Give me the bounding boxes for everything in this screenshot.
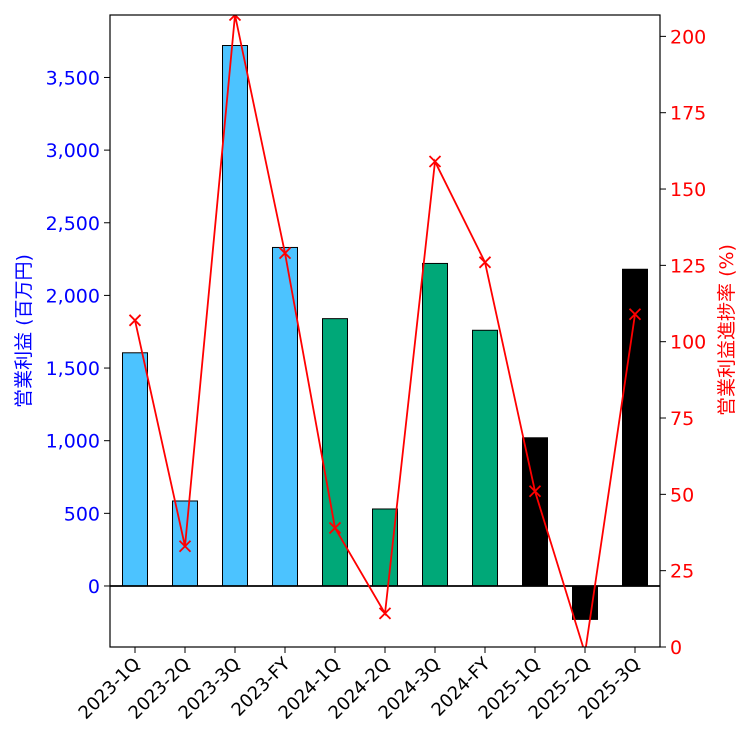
right-tick-label: 75 bbox=[670, 408, 694, 430]
left-tick-label: 1,000 bbox=[46, 431, 100, 453]
marker-2024-3Q bbox=[428, 155, 442, 168]
bar-2023-1Q bbox=[122, 352, 148, 587]
left-axis: 0 500 1,000 1,500 2,000 2,500 3,000 3,500 bbox=[46, 67, 110, 598]
marker-2025-1Q bbox=[528, 485, 542, 498]
marker-stroke bbox=[178, 540, 192, 553]
bar-2024-3Q bbox=[422, 262, 448, 587]
left-tick-label: 500 bbox=[64, 503, 100, 525]
y-axis-label-right: 営業利益進捗率 (%) bbox=[716, 244, 738, 416]
marker-2023-FY bbox=[278, 247, 292, 260]
right-tick-label: 125 bbox=[670, 255, 706, 277]
y-axis-label-left: 営業利益 (百万円) bbox=[13, 254, 35, 408]
right-tick-label: 100 bbox=[670, 332, 706, 354]
bar-2025-1Q bbox=[522, 437, 548, 587]
marker-2024-2Q bbox=[378, 607, 392, 620]
x-axis: 2023-1Q2023-2Q2023-3Q2023-FY2024-1Q2024-… bbox=[75, 647, 645, 724]
left-tick-label: 2,000 bbox=[46, 285, 100, 307]
bar-2023-3Q bbox=[222, 45, 248, 587]
right-tick-label: 0 bbox=[670, 637, 682, 659]
marker-stroke bbox=[428, 155, 442, 168]
marker-stroke bbox=[528, 485, 542, 498]
marker-stroke bbox=[233, 15, 242, 22]
right-tick-label: 50 bbox=[670, 484, 694, 506]
bars-layer bbox=[122, 45, 648, 620]
marker-stroke bbox=[378, 607, 392, 620]
right-tick-label: 25 bbox=[670, 561, 694, 583]
line-layer bbox=[128, 15, 642, 647]
bar-2025-3Q bbox=[622, 268, 648, 587]
right-tick-label: 175 bbox=[670, 103, 706, 125]
bar-2024-2Q bbox=[372, 508, 398, 587]
left-tick-label: 3,500 bbox=[46, 67, 100, 89]
bar-2024-1Q bbox=[322, 318, 348, 587]
marker-2023-2Q bbox=[178, 540, 192, 553]
left-tick-label: 1,500 bbox=[46, 358, 100, 380]
marker-2023-3Q bbox=[228, 15, 242, 22]
marker-2024-1Q bbox=[328, 521, 342, 535]
left-tick-label: 0 bbox=[88, 576, 100, 598]
marker-stroke bbox=[228, 15, 237, 22]
left-tick-label: 2,500 bbox=[46, 213, 100, 235]
right-axis: 0 25 50 75 100 125 150 175 200 bbox=[660, 26, 706, 659]
marker-stroke bbox=[128, 314, 142, 327]
marker-stroke bbox=[328, 521, 342, 535]
marker-2025-3Q bbox=[628, 308, 642, 321]
marker-stroke bbox=[478, 256, 492, 269]
marker-stroke bbox=[628, 308, 642, 321]
bar-2024-FY bbox=[472, 329, 498, 587]
right-tick-label: 150 bbox=[670, 179, 706, 201]
marker-stroke bbox=[278, 247, 292, 260]
marker-2024-FY bbox=[478, 256, 492, 269]
marker-2023-1Q bbox=[128, 314, 142, 327]
left-tick-label: 3,000 bbox=[46, 140, 100, 162]
right-tick-label: 200 bbox=[670, 26, 706, 48]
